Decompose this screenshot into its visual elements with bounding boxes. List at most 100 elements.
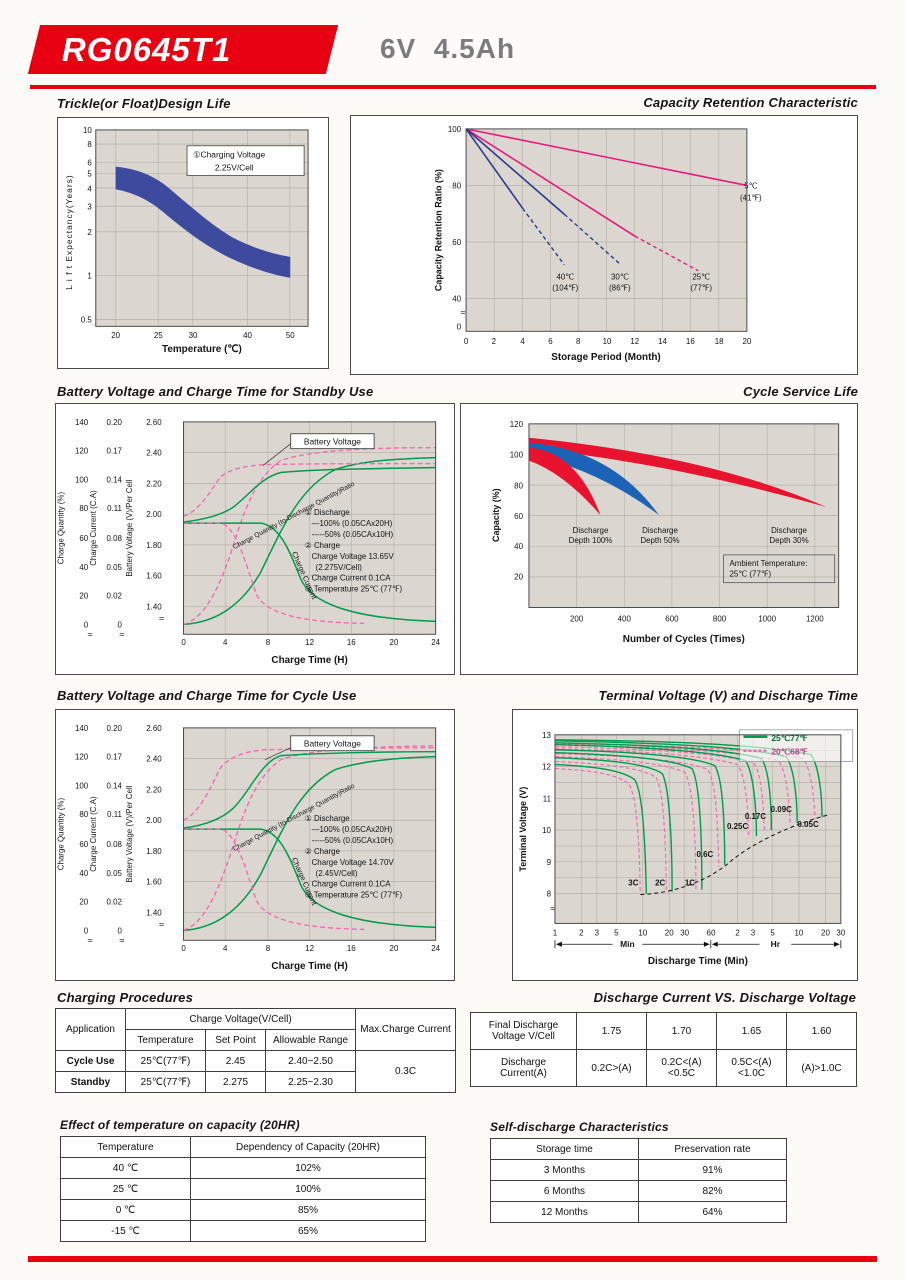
svg-text:0: 0 xyxy=(118,926,123,935)
svg-text:24: 24 xyxy=(431,638,440,647)
svg-text:30℃: 30℃ xyxy=(611,273,629,282)
svg-text:11: 11 xyxy=(543,794,552,803)
svg-text:(86℉): (86℉) xyxy=(609,284,631,293)
svg-text:0: 0 xyxy=(84,620,89,629)
x-axis-ticks: 0 2 4 6 8 10 12 14 16 18 20 xyxy=(464,337,752,346)
svg-text:0.08: 0.08 xyxy=(107,534,123,543)
svg-text:20: 20 xyxy=(514,573,523,582)
svg-text:①Charging Voltage: ①Charging Voltage xyxy=(193,150,265,160)
svg-text:50: 50 xyxy=(286,331,295,340)
svg-text:60: 60 xyxy=(79,534,88,543)
svg-text:120: 120 xyxy=(75,753,89,762)
y-axis-ticks: 13 12 11 10 9 8 xyxy=(542,731,551,899)
svg-text:2: 2 xyxy=(492,337,496,346)
svg-text:2.20: 2.20 xyxy=(146,479,162,488)
legend-label-20c: 20℃68℉ xyxy=(771,747,807,757)
header-application: Application xyxy=(55,1008,126,1051)
header-preservation-rate: Preservation rate xyxy=(638,1138,787,1160)
svg-text:16: 16 xyxy=(686,337,695,346)
svg-text:Charge Voltage 14.70V: Charge Voltage 14.70V xyxy=(312,858,395,867)
svg-text:40: 40 xyxy=(79,563,88,572)
model-name: RG0645T1 xyxy=(62,30,232,68)
svg-text:5: 5 xyxy=(770,928,775,937)
svg-text:140: 140 xyxy=(75,724,89,733)
svg-text:3: 3 xyxy=(595,928,600,937)
y-axis-ticks: 100 80 60 40 xyxy=(448,125,462,304)
svg-text:2: 2 xyxy=(735,928,740,937)
svg-text:0.05: 0.05 xyxy=(107,563,123,572)
battery-voltage-curve-label: Battery Voltage xyxy=(304,739,361,749)
curve-25c-dashed xyxy=(634,235,699,272)
battery-voltage-ticks: 2.60 2.40 2.20 2.00 1.80 1.60 1.40 xyxy=(146,724,162,918)
charging-procedures-table: Application Charge Voltage(V/Cell) Max.C… xyxy=(55,1008,457,1093)
section-title-charging-procedures: Charging Procedures xyxy=(57,990,193,1005)
svg-text:—100% (0.05CAx20H): —100% (0.05CAx20H) xyxy=(312,519,393,528)
cell-dep-0: 85% xyxy=(190,1199,426,1221)
cell-voltage-2: 1.70 xyxy=(646,1012,717,1050)
cell-rate-6m: 82% xyxy=(638,1180,787,1202)
svg-text:10: 10 xyxy=(83,126,92,135)
svg-text:24: 24 xyxy=(431,944,440,953)
y-axis-origin: 0 xyxy=(457,322,462,331)
y-axis-label: L i f t Expectancy(Years) xyxy=(64,174,74,289)
label-40c: 40℃ (104℉) xyxy=(552,273,578,293)
standby-charge-chart: Battery Voltage Charge Quantity (to-Disc… xyxy=(55,403,455,675)
section-title-cycle-charge: Battery Voltage and Charge Time for Cycl… xyxy=(57,688,357,703)
svg-text:Discharge: Discharge xyxy=(771,526,807,535)
cell-current-1: 0.2C>(A) xyxy=(576,1049,647,1087)
discharge-voltage-table: Final Discharge Voltage V/Cell 1.75 1.70… xyxy=(470,1012,857,1087)
arrow-left-hr xyxy=(711,941,718,947)
svg-text:1.40: 1.40 xyxy=(146,908,162,917)
design-life-chart: ①Charging Voltage 2.25V/Cell 10 8 6 5 4 3 2 1 0.5… xyxy=(57,117,329,369)
x-axis-label: Charge Time (H) xyxy=(271,961,347,972)
y-axis-break: ≈ xyxy=(551,904,556,914)
x-axis-ticks: 0 4 8 12 16 20 24 xyxy=(181,638,440,647)
svg-text:1000: 1000 xyxy=(758,614,776,623)
grid-lines-vertical xyxy=(224,421,395,635)
y-axis-ticks: 120 100 80 60 40 20 xyxy=(510,420,524,582)
curve-label-3c: 3C xyxy=(628,879,638,888)
cell-current-3: 0.5C<(A)<1.0C xyxy=(716,1049,787,1087)
svg-text:200: 200 xyxy=(570,614,584,623)
axis-break-2: ≈ xyxy=(120,935,125,945)
svg-text:120: 120 xyxy=(75,447,89,456)
svg-text:0.14: 0.14 xyxy=(107,475,123,484)
header-allowable-range: Allowable Range xyxy=(264,1029,357,1051)
cycle-charge-chart: Battery Voltage Charge Quantity (to-Disc… xyxy=(55,709,455,981)
y-axis-label: Capacity (%) xyxy=(491,488,501,542)
svg-text:Depth 100%: Depth 100% xyxy=(569,536,613,545)
svg-text:80: 80 xyxy=(452,181,461,190)
voltage-label-leader xyxy=(262,443,291,466)
curve-battery-voltage-50 xyxy=(183,747,436,821)
charge-notes: ① Discharge —100% (0.05CAx20H) -----50% (0… xyxy=(305,814,403,899)
curve-label-005c: 0.05C xyxy=(797,820,818,829)
grid-lines-vertical xyxy=(576,423,816,608)
svg-text:—100% (0.05CAx20H): —100% (0.05CAx20H) xyxy=(312,825,393,834)
svg-text:(2.45V/Cell): (2.45V/Cell) xyxy=(316,869,358,878)
svg-text:3: 3 xyxy=(87,202,92,211)
svg-text:2.40: 2.40 xyxy=(146,755,162,764)
plot-frame xyxy=(554,734,842,924)
curve-battery-voltage-100 xyxy=(183,466,436,523)
terminal-voltage-svg: 3C 2C 1C 0.6C 0.25C 0.17C 0.09C 0.05C 25… xyxy=(518,729,854,967)
header-max-charge-current: Max.Charge Current xyxy=(355,1008,457,1051)
cell-dep-minus15: 65% xyxy=(190,1220,426,1242)
svg-text:Charge Current 0.1CA: Charge Current 0.1CA xyxy=(312,574,392,583)
curve-label-025c: 0.25C xyxy=(727,822,748,831)
cell-storage-6m: 6 Months xyxy=(490,1180,639,1202)
band-depth-30 xyxy=(528,437,827,508)
svg-text:20: 20 xyxy=(111,331,120,340)
svg-text:0: 0 xyxy=(118,620,123,629)
svg-text:20: 20 xyxy=(390,944,399,953)
charge-quantity-axis-label: Charge Quantity (%) xyxy=(56,492,65,565)
x-axis-ticks: 0 4 8 12 16 20 24 xyxy=(181,944,440,953)
svg-text:5℃: 5℃ xyxy=(744,181,757,190)
plot-frame xyxy=(465,128,748,332)
x-axis-ticks-min: 1 2 3 5 10 20 30 60 xyxy=(553,928,716,937)
charge-current-ticks: 0.20 0.17 0.14 0.11 0.08 0.05 0.02 0 xyxy=(107,724,123,936)
svg-text:0.02: 0.02 xyxy=(107,898,123,907)
y-axis-label: Terminal Voltage (V) xyxy=(518,787,528,872)
cell-set-point-standby: 2.275 xyxy=(205,1071,266,1093)
curve-40c-solid xyxy=(465,128,524,209)
